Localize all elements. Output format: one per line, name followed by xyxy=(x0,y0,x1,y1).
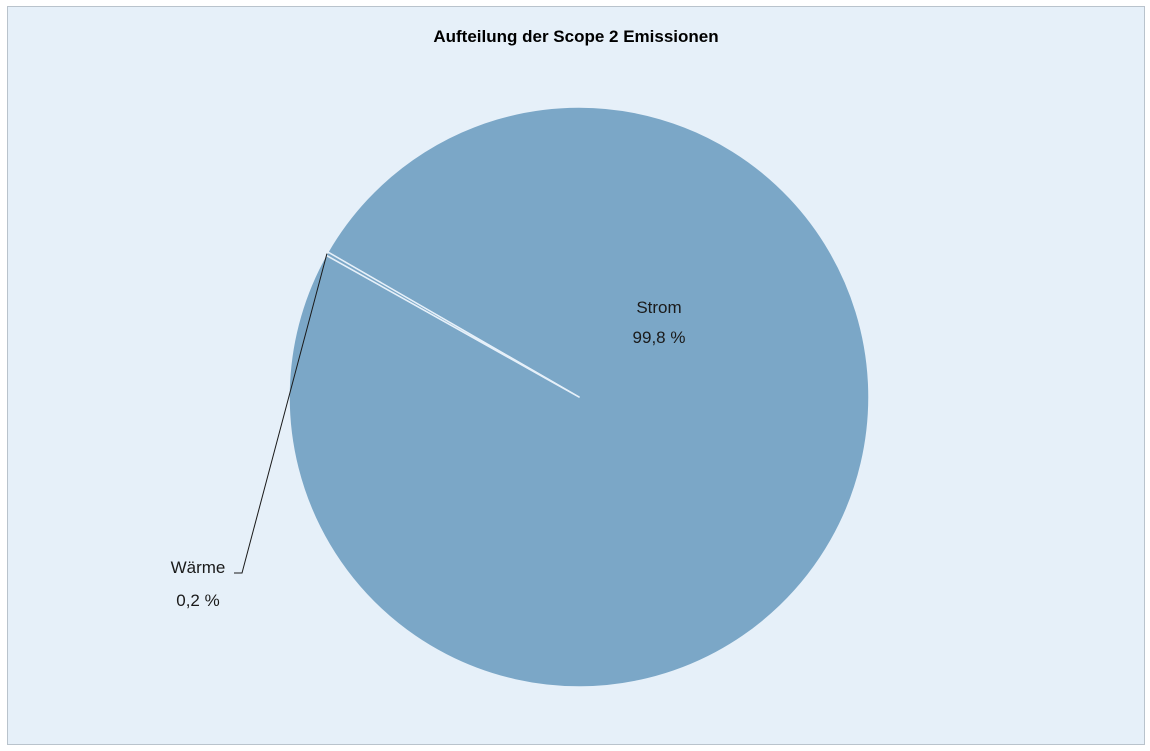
slice-label-waerme-name: Wärme xyxy=(171,558,226,577)
leader-line-waerme xyxy=(234,253,328,574)
chart-area: Aufteilung der Scope 2 Emissionen Strom … xyxy=(7,6,1145,745)
chart-title: Aufteilung der Scope 2 Emissionen xyxy=(433,27,719,46)
pie-chart: Strom 99,8 % Wärme 0,2 % xyxy=(171,106,870,688)
slice-label-waerme-value: 0,2 % xyxy=(176,591,219,610)
pie-slices xyxy=(288,106,870,688)
slice-label-strom-name: Strom xyxy=(636,298,681,317)
slice-label-strom-value: 99,8 % xyxy=(633,328,686,347)
leader-lines xyxy=(234,253,328,574)
